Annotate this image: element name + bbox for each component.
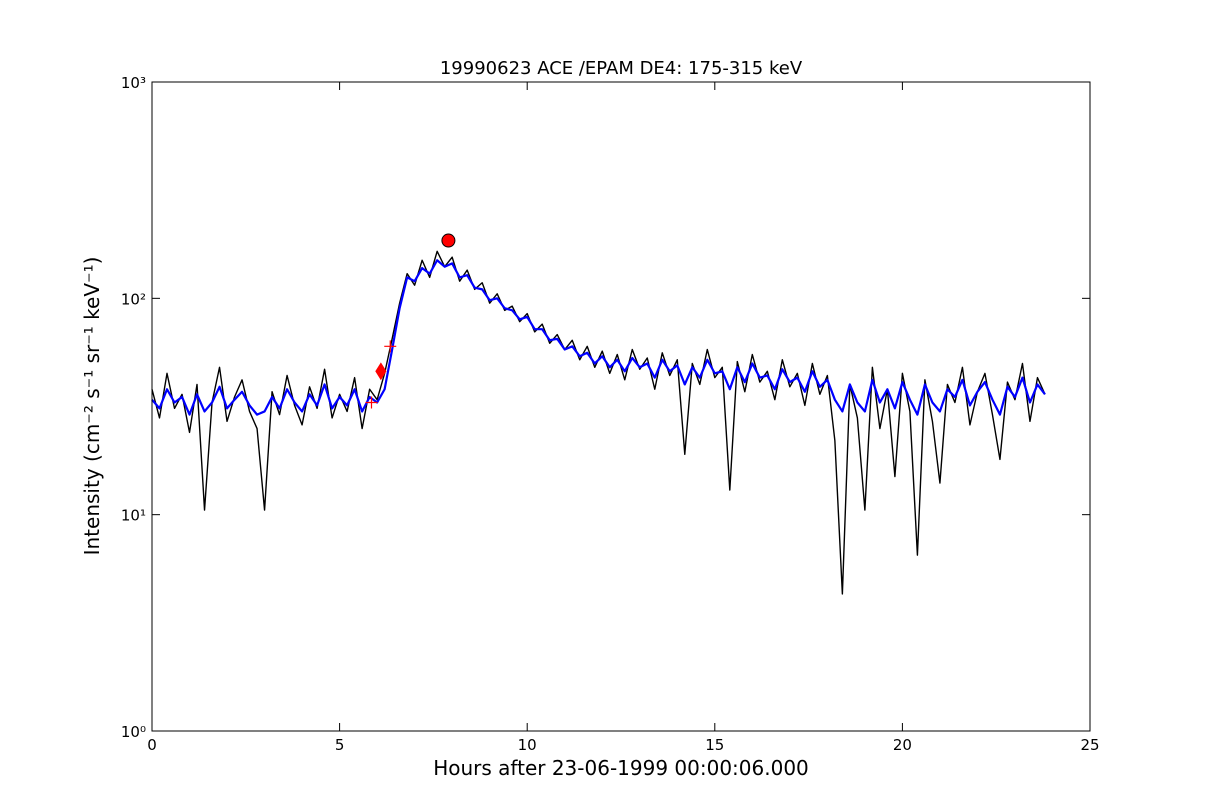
x-tick-label: 20 [893, 736, 912, 754]
marker-circle [441, 233, 456, 248]
x-tick-label: 25 [1080, 736, 1099, 754]
marker-plus [365, 396, 378, 409]
y-tick-label: 10⁰ [121, 723, 146, 741]
x-tick-label: 5 [335, 736, 345, 754]
plot-frame [151, 81, 1091, 732]
y-tick-label: 10¹ [121, 507, 146, 525]
data-line [151, 259, 1046, 416]
chart-title: 19990623 ACE /EPAM DE4: 175-315 keV [440, 58, 803, 79]
x-tick-label: 10 [518, 736, 537, 754]
x-axis-label: Hours after 23-06-1999 00:00:06.000 [433, 756, 809, 780]
marker-diamond [375, 362, 387, 381]
x-tick-label: 0 [147, 736, 157, 754]
y-axis-label: Intensity (cm⁻² s⁻¹ sr⁻¹ keV⁻¹) [80, 257, 104, 556]
y-tick-label: 10² [121, 290, 146, 308]
y-tick-label: 10³ [121, 74, 146, 92]
data-line [151, 250, 1046, 595]
marker-plus [384, 340, 397, 353]
x-tick-label: 15 [705, 736, 724, 754]
